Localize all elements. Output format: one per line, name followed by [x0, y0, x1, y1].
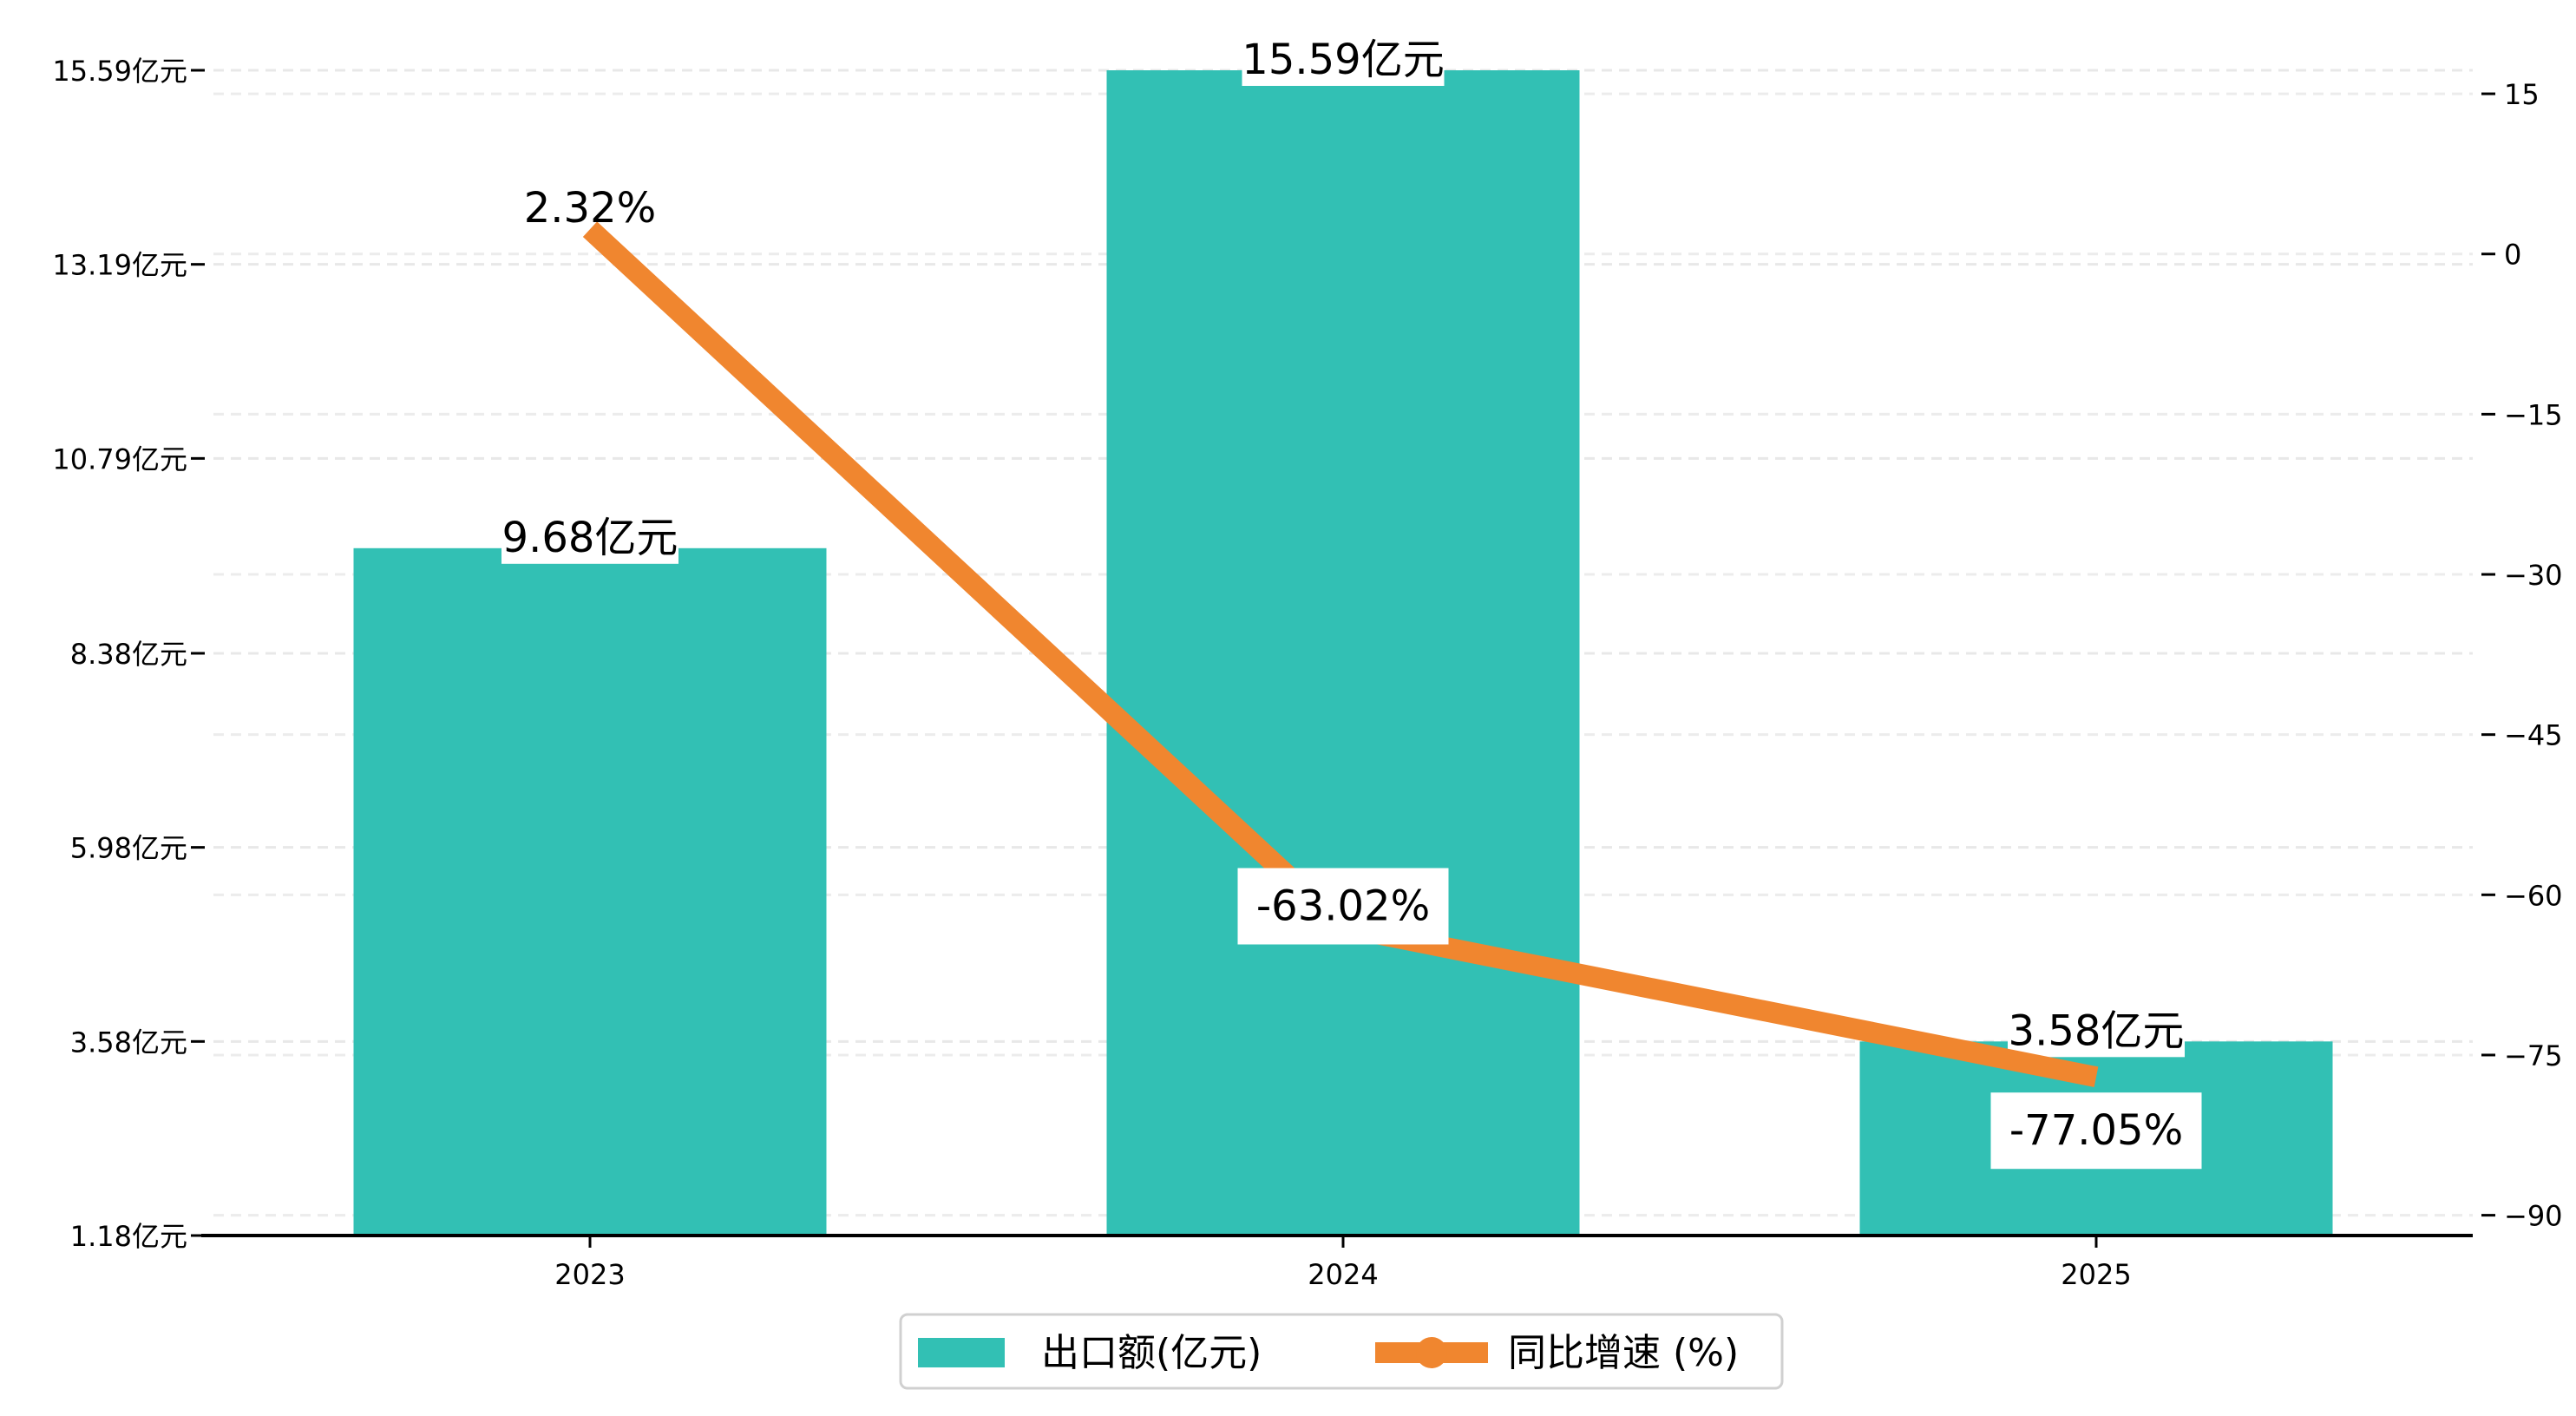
x-tick-label: 2023	[554, 1258, 625, 1291]
left-tick-label: 13.19亿元	[52, 249, 187, 282]
legend-bar-label: 出口额(亿元)	[1041, 1331, 1262, 1375]
left-tick-label: 3.58亿元	[70, 1026, 187, 1059]
bar-label-box	[2008, 991, 2185, 1058]
legend-box	[899, 1313, 1784, 1390]
line-label-box	[1237, 868, 1449, 945]
bar-label-box	[501, 497, 678, 564]
bar-2024	[1106, 70, 1580, 1236]
left-tick-label: 1.18亿元	[70, 1220, 187, 1253]
legend-bar-swatch	[918, 1338, 1005, 1367]
legend-line-label: 同比增速 (%)	[1508, 1331, 1739, 1375]
line-label-box	[1990, 1092, 2202, 1170]
axes: 1.18亿元 3.58亿元 5.98亿元 8.38亿元 10.79亿元 13.19亿元 15…	[52, 55, 2562, 1291]
left-tick-label: 5.98亿元	[70, 832, 187, 865]
bar-label: 15.59亿元	[1242, 36, 1444, 84]
right-tick-label: −15	[2504, 398, 2563, 431]
right-tick-label: −90	[2504, 1200, 2563, 1233]
left-tick-label: 8.38亿元	[70, 638, 187, 671]
bar-label-box	[1242, 20, 1445, 86]
right-tick-label: −75	[2504, 1039, 2563, 1072]
right-tick-label: −30	[2504, 559, 2563, 592]
x-tick-label: 2025	[2061, 1258, 2131, 1291]
legend-line-marker	[1416, 1337, 1447, 1368]
bar-label: 9.68亿元	[502, 514, 678, 562]
legend: 出口额(亿元) 同比增速 (%)	[899, 1313, 1784, 1390]
bar-labels: 9.68亿元 15.59亿元 3.58亿元	[501, 20, 2185, 1058]
line-labels: 2.32% -63.02% -77.05%	[524, 184, 2202, 1170]
bar-label: 3.58亿元	[2009, 1006, 2185, 1055]
right-tick-label: 15	[2504, 78, 2540, 111]
line-label: -77.05%	[2009, 1106, 2183, 1155]
right-tick-label: −60	[2504, 879, 2563, 912]
line-label: 2.32%	[524, 184, 656, 233]
left-tick-label: 15.59亿元	[52, 55, 187, 88]
right-tick-label: −45	[2504, 719, 2563, 752]
right-tick-label: 0	[2504, 239, 2521, 272]
bar-2023	[353, 547, 827, 1236]
x-tick-label: 2024	[1308, 1258, 1378, 1291]
line-label: -63.02%	[1256, 882, 1430, 930]
left-tick-label: 10.79亿元	[52, 442, 187, 475]
